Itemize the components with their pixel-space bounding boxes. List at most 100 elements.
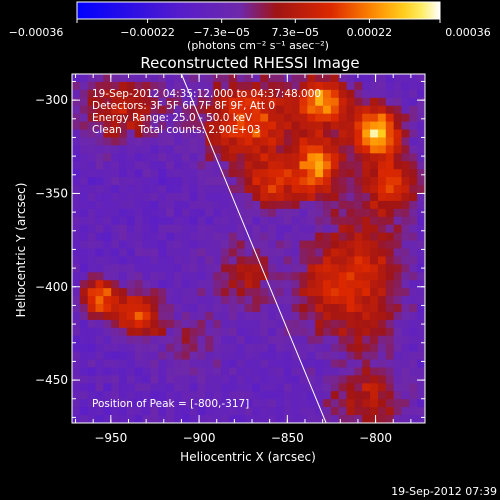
heatmap-cell [385,319,395,329]
heatmap-cell [362,375,371,384]
heatmap-cell [134,145,143,154]
heatmap-cell [307,375,316,384]
heatmap-cell [260,97,269,107]
heatmap-cell [236,383,245,392]
heatmap-cell [268,216,277,226]
heatmap-cell [150,296,159,305]
heatmap-cell [228,129,238,138]
heatmap-cell [299,97,308,107]
heatmap-cell [103,161,112,170]
heatmap-cell [95,192,104,202]
heatmap-cell [330,224,340,234]
heatmap-cell [79,224,89,234]
heatmap-cell [119,200,128,210]
heatmap-cell [236,264,245,273]
heatmap-cell [197,232,206,241]
heatmap-cell [79,280,89,289]
heatmap-cell [338,264,347,273]
heatmap-cell [189,351,198,360]
heatmap-cell [291,391,300,400]
heatmap-cell [307,272,316,281]
heatmap-cell [377,89,387,99]
heatmap-cell [150,272,159,281]
heatmap-cell [307,232,316,241]
heatmap-cell [236,89,245,99]
heatmap-cell [323,113,332,122]
heatmap-cell [150,177,159,186]
heatmap-cell [307,129,316,138]
heatmap-cell [142,264,151,273]
heatmap-cell [134,232,143,241]
heatmap-cell [134,200,143,210]
heatmap-cell [377,248,387,257]
heatmap-cell [307,343,316,353]
heatmap-cell [142,145,151,154]
heatmap-cell [134,304,143,313]
heatmap-cell [377,240,387,249]
heatmap-cell [205,256,214,265]
heatmap-cell [283,240,293,249]
heatmap-cell [330,185,340,194]
heatmap-cell [134,185,143,194]
heatmap-cell [228,367,238,376]
heatmap-cell [275,367,285,376]
heatmap-cell [362,304,371,313]
heatmap-cell [205,121,214,130]
heatmap-cell [244,113,253,122]
heatmap-cell [197,200,206,210]
heatmap-cell [283,383,293,392]
heatmap-cell [260,153,269,162]
heatmap-cell [221,153,230,162]
heatmap-cell [370,327,379,337]
heatmap-cell [72,97,81,107]
heatmap-cell [385,200,395,210]
heatmap-cell [315,351,324,360]
heatmap-cell [150,375,159,384]
heatmap-cell [330,304,340,313]
heatmap-cell [150,232,159,241]
heatmap-cell [409,335,418,345]
heatmap-cell [385,185,395,194]
heatmap-cell [142,280,151,289]
heatmap-cell [315,113,324,122]
heatmap-cell [244,240,253,249]
heatmap-cell [417,280,426,289]
heatmap-cell [173,248,183,257]
heatmap-cell [189,256,198,265]
heatmap-cell [197,391,206,400]
heatmap-cell [72,232,81,241]
heatmap-cell [126,185,136,194]
heatmap-cell [275,359,285,368]
heatmap-cell [291,415,300,424]
heatmap-cell [299,169,308,178]
heatmap-cell [283,137,293,146]
heatmap-cell [228,256,238,265]
heatmap-cell [158,137,167,146]
heatmap-cell [377,177,387,186]
heatmap-cell [291,256,300,265]
heatmap-cell [283,391,293,400]
heatmap-cell [417,208,426,218]
heatmap-cell [221,121,230,130]
heatmap-cell [323,137,332,146]
heatmap-cell [119,304,128,313]
heatmap-cell [377,296,387,305]
heatmap-cell [417,407,426,416]
heatmap-cell [72,89,81,99]
heatmap-cell [323,367,332,376]
heatmap-cell [362,121,371,130]
heatmap-cell [150,351,159,360]
heatmap-cell [354,304,363,313]
heatmap-cell [79,311,89,321]
heatmap-cell [299,264,308,273]
heatmap-cell [260,240,269,249]
heatmap-cell [181,280,191,289]
heatmap-cell [275,129,285,138]
heatmap-cell [111,113,120,122]
heatmap-cell [173,311,183,321]
heatmap-cell [244,192,253,202]
heatmap-cell [103,81,112,91]
heatmap-cell [315,383,324,392]
heatmap-cell [275,319,285,329]
heatmap-cell [103,367,112,376]
